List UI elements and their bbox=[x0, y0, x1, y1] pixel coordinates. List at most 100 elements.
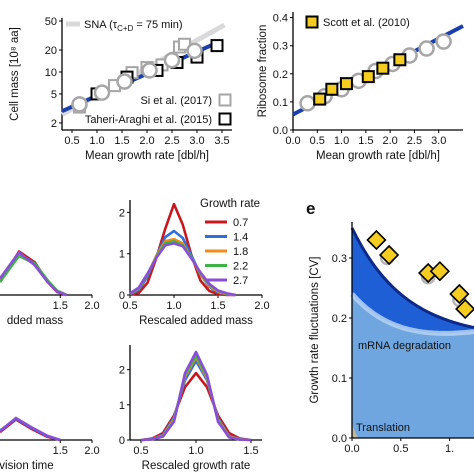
boundary-stripe bbox=[350, 292, 474, 336]
taheri-araghi-marker bbox=[210, 39, 224, 53]
cell-mass-x-tick-label: 1.5 bbox=[114, 135, 129, 147]
division-time-left-x-tick-label: 2.0 bbox=[84, 445, 99, 457]
fluct-y-axis-label: Growth rate fluctuations [CV] bbox=[309, 256, 321, 403]
sna-subscript: C+D bbox=[117, 24, 133, 33]
division-time-left-axes: 1.5 2.0 division time bbox=[0, 439, 100, 472]
simulation-marker bbox=[141, 62, 158, 79]
series-2.7-curve bbox=[129, 242, 236, 297]
taheri-araghi-legend-marker bbox=[218, 112, 232, 126]
ribosome-fraction-x-tick-label: 1.0 bbox=[334, 135, 349, 147]
cell-mass-axes: 0.5 1.0 1.5 2.0 2.5 3.0 3.5 2 5 10 20 50 Mean growth… bbox=[9, 16, 232, 162]
scott-2010-legend-marker bbox=[305, 15, 319, 29]
growth-rate-rescaled-y-tick-label: 1 bbox=[119, 400, 125, 412]
scott-2010-marker bbox=[393, 53, 407, 67]
simulation-marker bbox=[299, 95, 316, 112]
added-mass-rescaled-x-tick-label: 1.0 bbox=[166, 300, 181, 312]
data-diamond-marker bbox=[429, 261, 450, 282]
ribosome-fraction-x-tick-label: 1.5 bbox=[358, 135, 373, 147]
series-2.2-curve bbox=[140, 354, 252, 442]
growth-rate-rescaled-y-tick-label: 0 bbox=[119, 435, 125, 447]
scott-2010-marker bbox=[313, 92, 327, 106]
si-2017-legend-marker bbox=[218, 93, 232, 107]
outside-region bbox=[352, 222, 474, 328]
ribosome-fraction-x-tick-label: 0.0 bbox=[285, 135, 300, 147]
panel-e-label: e bbox=[306, 199, 315, 218]
growth-rate-rescaled-x-tick-label: 1.0 bbox=[188, 445, 203, 457]
legend-label-2.2: 2.2 bbox=[233, 261, 248, 273]
added-mass-rescaled-axes: 0.5 1.0 1.5 2.0 0 1 2 Rescaled added mass bbox=[119, 200, 270, 327]
cell-mass-x-tick-label: 2.0 bbox=[139, 135, 154, 147]
series-2.7-curve bbox=[0, 416, 61, 442]
fluct-x-tick-label: 0.0 bbox=[344, 443, 359, 455]
scott-2010-marker bbox=[325, 82, 339, 96]
ribosome-fraction-x-axis-label: Mean growth rate [dbl/h] bbox=[316, 150, 440, 162]
growth-rate-rescaled-axes: 0.5 1.0 1.5 0 1 2 Rescaled growth rate bbox=[119, 345, 262, 472]
series-2.7-curve bbox=[0, 251, 68, 297]
added-mass-rescaled-y-tick-label: 2 bbox=[119, 207, 125, 219]
cell-mass-y-axis-label: Cell mass [10⁸ aa] bbox=[9, 27, 21, 121]
series-1.8-curve bbox=[140, 355, 252, 442]
legend-label-2.7: 2.7 bbox=[233, 275, 248, 287]
simulation-marker bbox=[163, 51, 181, 69]
added-mass-left-x-tick-label: 2.0 bbox=[84, 300, 99, 312]
scott-2010-marker bbox=[361, 70, 375, 84]
series-0.7-curve bbox=[129, 202, 236, 297]
added-mass-left-axes: 1.5 2.0 dded mass bbox=[0, 294, 100, 327]
mrna-degradation-region bbox=[352, 228, 474, 334]
fluct-y-tick-label: 0.2 bbox=[332, 313, 347, 325]
data-diamond-marker bbox=[455, 298, 474, 320]
division-time-left-x-axis-label: division time bbox=[0, 460, 54, 472]
sna-label: SNA (τ bbox=[84, 19, 118, 31]
added-mass-rescaled-y-tick-label: 0 bbox=[119, 290, 125, 302]
fluct-y-tick-label: 0.1 bbox=[332, 373, 347, 385]
grey-sliver bbox=[352, 424, 358, 438]
added-mass-left-x-axis-label: dded mass bbox=[7, 315, 64, 327]
fluct-y-tick-label: 0.0 bbox=[332, 433, 347, 445]
growth-rate-rescaled-y-tick-label: 2 bbox=[119, 365, 125, 377]
simulation-marker bbox=[116, 73, 133, 90]
growth-rate-rescaled-x-tick-label: 0.5 bbox=[133, 445, 148, 457]
simulation-marker bbox=[186, 42, 203, 60]
translation-label: Translation bbox=[356, 422, 410, 434]
series-2.2-curve bbox=[0, 254, 68, 297]
legend-label-1.4: 1.4 bbox=[233, 232, 248, 244]
fluct-y-tick-label: 0.3 bbox=[332, 253, 347, 265]
added-mass-rescaled-x-tick-label: 2.0 bbox=[254, 300, 269, 312]
scott-2010-marker bbox=[376, 61, 390, 75]
cell-mass-x-tick-label: 3.0 bbox=[189, 135, 204, 147]
cell-mass-x-tick-label: 1.0 bbox=[89, 135, 104, 147]
growth-rate-rescaled-x-tick-label: 1.5 bbox=[243, 445, 258, 457]
added-mass-rescaled-y-tick-label: 1 bbox=[119, 249, 125, 261]
ribosome-fraction-y-tick-label: 0.0 bbox=[273, 125, 288, 137]
ribosome-fraction-x-tick-label: 2.5 bbox=[407, 135, 422, 147]
ribosome-fraction-y-axis-label: Ribosome fraction bbox=[257, 25, 269, 118]
data-diamond-marker bbox=[378, 244, 400, 266]
ribosome-fraction-axes: 0.0 0.5 1.0 1.5 2.0 2.5 3.0 0.0 0.1 0.2 0.3 0.4 Mean… bbox=[257, 12, 463, 162]
growth-rate-rescaled-x-axis-label: Rescaled growth rate bbox=[142, 460, 251, 472]
scott-2010-legend-label: Scott et al. (2010) bbox=[323, 17, 410, 29]
cell-mass-y-tick-label: 5 bbox=[51, 89, 57, 101]
fluct-x-tick-label: 0.5 bbox=[393, 443, 408, 455]
sna-legend-label: SNA (τC+D = 75 min) bbox=[84, 19, 183, 33]
series-2.7-curve bbox=[140, 350, 252, 442]
legend-label-0.7: 0.7 bbox=[233, 217, 248, 229]
data-diamond-marker bbox=[449, 283, 470, 305]
si-2017-legend-label: Si et al. (2017) bbox=[140, 95, 212, 107]
scott-2010-marker bbox=[339, 77, 353, 91]
cell-mass-y-tick-label: 10 bbox=[45, 67, 57, 79]
added-mass-left-x-tick-label: 1.5 bbox=[53, 300, 68, 312]
legend-label-1.8: 1.8 bbox=[233, 246, 248, 258]
data-diamond-marker bbox=[366, 229, 387, 251]
simulation-marker bbox=[71, 96, 88, 113]
fluct-x-tick-label: 1. bbox=[445, 443, 454, 455]
ribosome-fraction-y-tick-label: 0.2 bbox=[273, 69, 288, 81]
simulation-marker bbox=[435, 33, 452, 50]
taheri-araghi-legend-label: Taheri-Araghi et al. (2015) bbox=[85, 114, 212, 126]
cell-mass-x-tick-label: 2.5 bbox=[164, 135, 179, 147]
cell-mass-x-axis-label: Mean growth rate [dbl/h] bbox=[85, 150, 209, 162]
division-time-left-x-tick-label: 1.5 bbox=[53, 445, 68, 457]
ribosome-fraction-y-tick-label: 0.1 bbox=[273, 97, 288, 109]
ribosome-fraction-x-tick-label: 3.0 bbox=[431, 135, 446, 147]
ribosome-fraction-y-tick-label: 0.4 bbox=[273, 13, 288, 25]
